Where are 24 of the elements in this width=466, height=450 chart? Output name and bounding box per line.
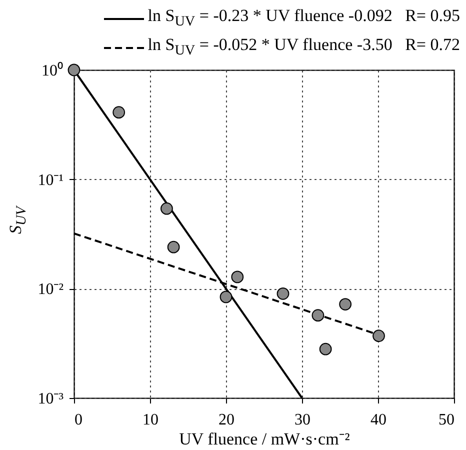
x-tick-label: 30 bbox=[294, 412, 310, 428]
y-tick-label: 10⁻² bbox=[38, 281, 64, 298]
point bbox=[231, 270, 244, 284]
x-tick-label: 0 bbox=[74, 412, 82, 428]
x-tick-label: 20 bbox=[218, 412, 234, 428]
point bbox=[339, 298, 352, 310]
point bbox=[160, 202, 173, 215]
legend-label: ln S$_{UV}$ = -0.23 * UV fluence -0.092 R= 0.95 bbox=[148, 5, 460, 32]
x-tick-label: 50 bbox=[438, 412, 454, 428]
point bbox=[220, 290, 232, 304]
point bbox=[68, 64, 80, 76]
point bbox=[112, 106, 126, 119]
x-tick-label: 40 bbox=[370, 412, 386, 428]
y-tick-label: 10⁻¹ bbox=[38, 172, 64, 189]
x-tick-label: 10 bbox=[142, 412, 158, 428]
point bbox=[276, 287, 290, 300]
point bbox=[167, 240, 180, 254]
y-tick-label: 10⁻³ bbox=[38, 390, 64, 408]
point bbox=[312, 309, 324, 322]
point bbox=[372, 330, 385, 342]
legend-label: ln S$_{UV}$ = -0.052 * UV fluence -3.50 R= 0.72 bbox=[148, 34, 460, 61]
y-tick-label: 10⁰ bbox=[42, 62, 64, 80]
point bbox=[319, 342, 332, 356]
x-axis-title: UV fluence / mW·s·cm⁻² bbox=[179, 430, 350, 448]
